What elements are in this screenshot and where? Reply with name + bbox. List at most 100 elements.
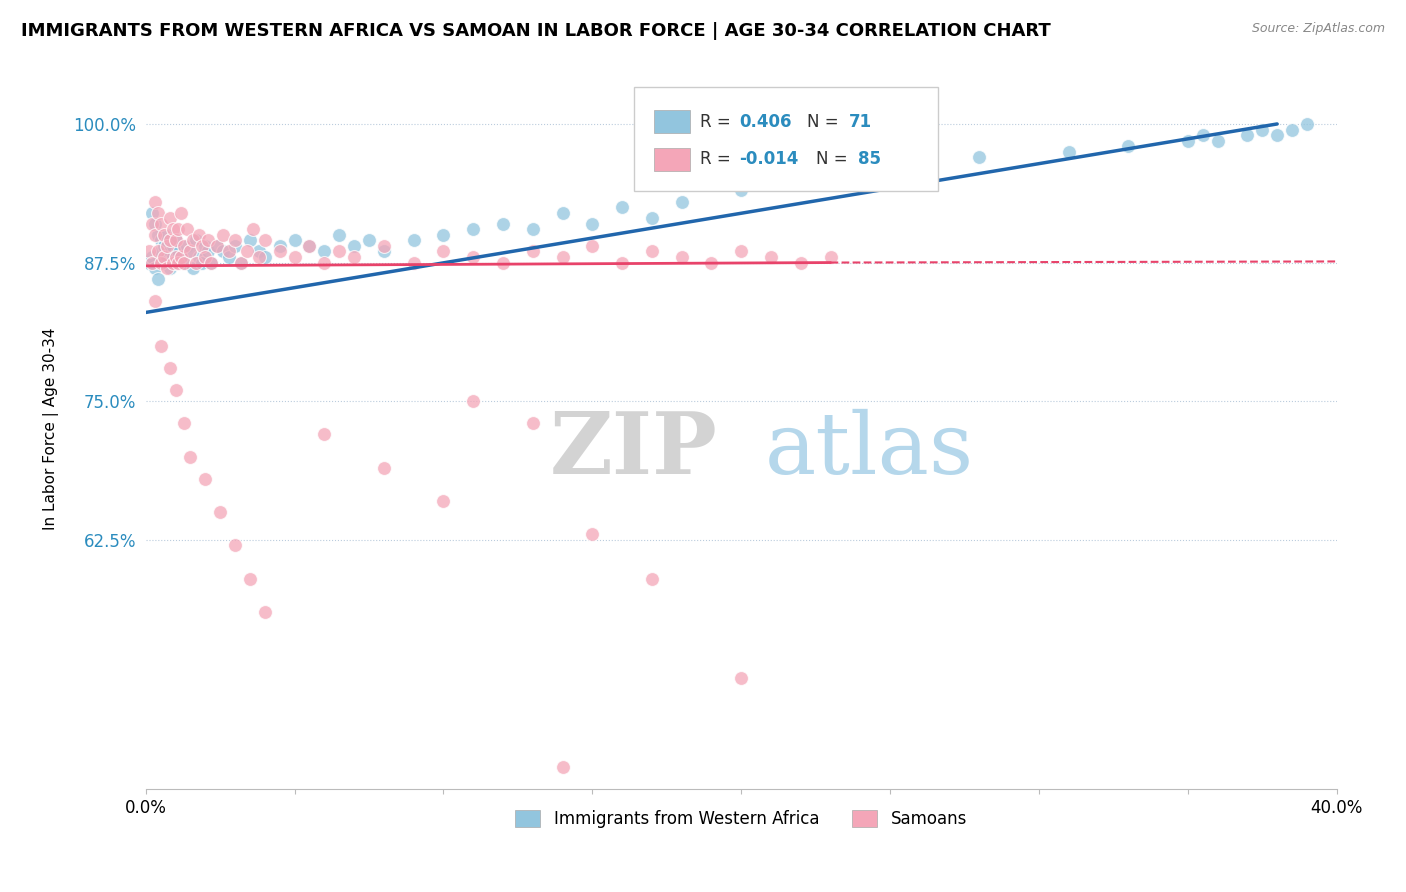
Point	[149, 244, 172, 259]
Point	[218, 244, 240, 259]
Point	[159, 261, 181, 276]
Point	[463, 222, 485, 236]
Point	[165, 233, 187, 247]
Point	[700, 255, 723, 269]
Point	[229, 255, 252, 269]
Point	[581, 239, 603, 253]
Point	[170, 205, 193, 219]
Point	[167, 244, 190, 259]
Point	[581, 527, 603, 541]
Point	[432, 494, 454, 508]
Point	[224, 233, 246, 247]
Point	[224, 239, 246, 253]
Point	[610, 200, 633, 214]
FancyBboxPatch shape	[654, 148, 690, 171]
Point	[730, 244, 752, 259]
Point	[212, 227, 235, 242]
Point	[492, 255, 515, 269]
Point	[239, 233, 262, 247]
Point	[1191, 128, 1213, 142]
Point	[463, 394, 485, 409]
Point	[143, 294, 166, 309]
Point	[328, 244, 350, 259]
Point	[141, 217, 163, 231]
Point	[197, 233, 219, 247]
Point	[159, 360, 181, 375]
Point	[522, 417, 544, 431]
Point	[492, 217, 515, 231]
Point	[373, 460, 395, 475]
Point	[191, 255, 214, 269]
Point	[159, 244, 181, 259]
Point	[730, 671, 752, 685]
Point	[1206, 134, 1229, 148]
Point	[149, 233, 172, 247]
Point	[173, 417, 195, 431]
Point	[138, 255, 160, 269]
Point	[820, 250, 842, 264]
Text: ZIP: ZIP	[550, 409, 717, 492]
Point	[432, 244, 454, 259]
Point	[730, 184, 752, 198]
Point	[159, 233, 181, 247]
Point	[671, 194, 693, 209]
Point	[197, 244, 219, 259]
Point	[284, 250, 307, 264]
Point	[1281, 122, 1303, 136]
Point	[1251, 122, 1274, 136]
Point	[1236, 128, 1258, 142]
Point	[179, 244, 201, 259]
Point	[165, 255, 187, 269]
Point	[143, 227, 166, 242]
Point	[162, 250, 184, 264]
Point	[143, 261, 166, 276]
Point	[314, 244, 336, 259]
Point	[328, 227, 350, 242]
Point	[790, 255, 813, 269]
Point	[581, 217, 603, 231]
Point	[141, 250, 163, 264]
Point	[522, 244, 544, 259]
Point	[641, 244, 664, 259]
Point	[146, 244, 169, 259]
Point	[146, 205, 169, 219]
Text: R =: R =	[700, 151, 735, 169]
Point	[1265, 128, 1288, 142]
Point	[176, 239, 198, 253]
Point	[146, 272, 169, 286]
Point	[186, 233, 208, 247]
Point	[357, 233, 380, 247]
Point	[205, 239, 228, 253]
Point	[343, 250, 366, 264]
Point	[186, 255, 208, 269]
Point	[239, 572, 262, 586]
Point	[247, 250, 270, 264]
Point	[149, 255, 172, 269]
Point	[314, 255, 336, 269]
Point	[1296, 117, 1319, 131]
Point	[152, 227, 174, 242]
Point	[1116, 139, 1139, 153]
Point	[402, 255, 425, 269]
Point	[162, 255, 184, 269]
Point	[141, 255, 163, 269]
Point	[641, 572, 664, 586]
Point	[253, 233, 276, 247]
Point	[212, 244, 235, 259]
Point	[236, 244, 259, 259]
Point	[463, 250, 485, 264]
Point	[155, 239, 177, 253]
Point	[759, 250, 782, 264]
Point	[165, 250, 187, 264]
Y-axis label: In Labor Force | Age 30-34: In Labor Force | Age 30-34	[44, 327, 59, 530]
Point	[610, 255, 633, 269]
Text: atlas: atlas	[765, 409, 974, 492]
Legend: Immigrants from Western Africa, Samoans: Immigrants from Western Africa, Samoans	[509, 804, 974, 835]
Point	[170, 250, 193, 264]
Point	[298, 239, 321, 253]
Point	[165, 233, 187, 247]
Point	[173, 255, 195, 269]
Point	[671, 250, 693, 264]
Point	[191, 239, 214, 253]
Point	[167, 255, 190, 269]
